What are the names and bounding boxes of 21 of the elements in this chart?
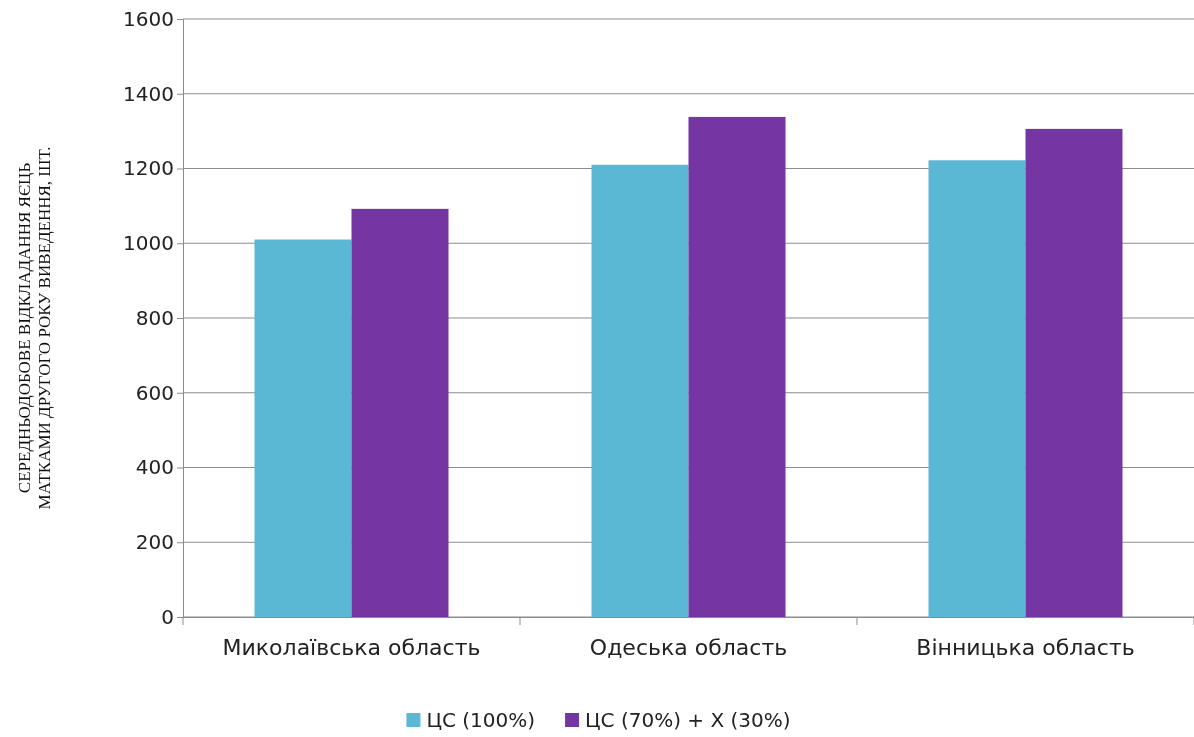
bar [351, 208, 449, 617]
y-tick-label: 1200 [123, 156, 174, 181]
y-tick-label: 1000 [123, 231, 174, 256]
y-tick-label: 200 [135, 530, 174, 555]
bar [928, 160, 1026, 617]
legend-label: ЦС (100%) [426, 708, 536, 732]
y-tick-label: 1400 [123, 81, 174, 106]
x-tick-label: Миколаївська область [222, 635, 481, 661]
y-axis-title: СЕРЕДНЬОДОБОВЕ ВІДКЛАДАННЯ ЯЄЦЬ МАТКАМИ ДРУГОГО РОКУ ВИВЕДЕННЯ, ШТ. [15, 146, 54, 510]
x-tick-label: Одеська область [589, 635, 788, 661]
y-tick-label: 0 [161, 604, 174, 629]
x-tick-label: Вінницька область [916, 635, 1135, 661]
y-tick-label: 600 [135, 380, 174, 405]
bar [254, 239, 352, 617]
bar [1025, 128, 1123, 617]
y-tick-label: 400 [135, 455, 174, 480]
y-tick-label: 800 [135, 305, 174, 330]
bar [591, 164, 689, 617]
legend-label: ЦС (70%) + Х (30%) [585, 708, 791, 732]
y-tick-label: 1600 [123, 6, 174, 31]
bar [688, 116, 786, 617]
